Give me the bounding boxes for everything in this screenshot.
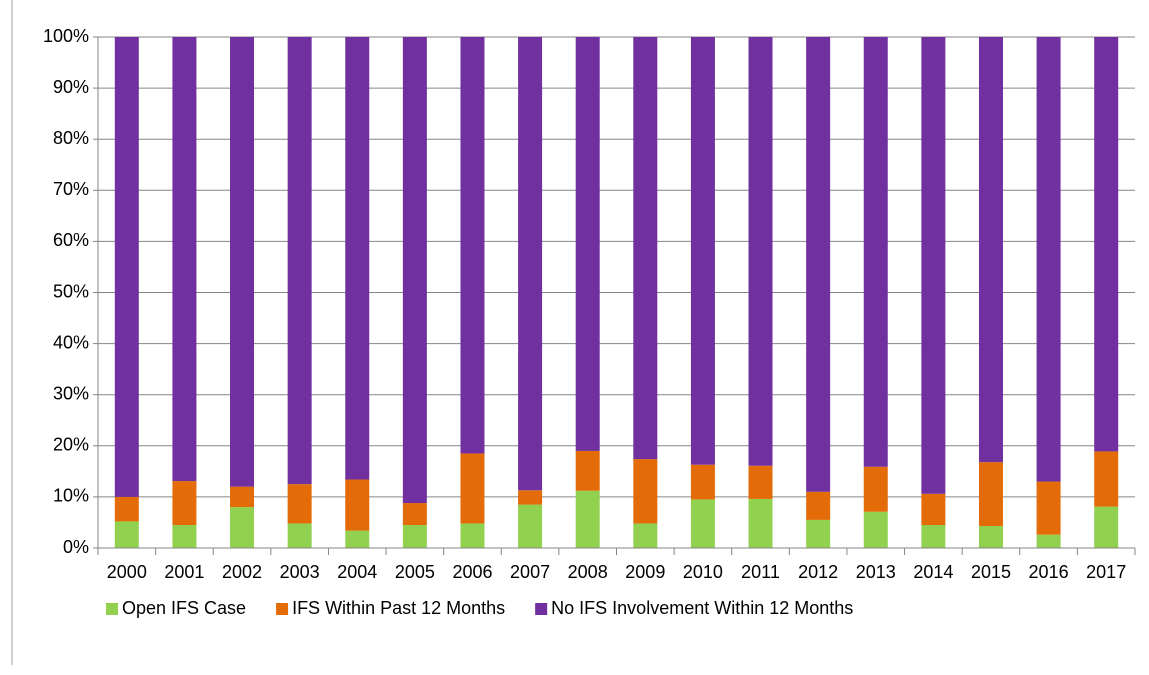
bar-segment bbox=[863, 37, 888, 467]
x-tick-label: 2006 bbox=[452, 562, 492, 582]
bar-segment bbox=[1036, 481, 1061, 535]
bar-segment bbox=[287, 523, 312, 548]
bar-segment bbox=[114, 496, 139, 522]
bar-segment bbox=[575, 37, 600, 451]
x-tick-label: 2003 bbox=[280, 562, 320, 582]
x-tick-label: 2014 bbox=[913, 562, 953, 582]
bar-segment bbox=[575, 450, 600, 491]
y-tick-label: 30% bbox=[53, 383, 89, 403]
x-tick-label: 2017 bbox=[1086, 562, 1126, 582]
bar-segment bbox=[690, 499, 715, 548]
y-tick-label: 60% bbox=[53, 230, 89, 250]
bar-segment bbox=[806, 491, 831, 520]
bar-segment bbox=[402, 525, 427, 548]
bar-segment bbox=[690, 37, 715, 465]
bar-segment bbox=[460, 37, 485, 454]
y-tick-label: 90% bbox=[53, 77, 89, 97]
y-tick-label: 10% bbox=[53, 486, 89, 506]
bar-segment bbox=[978, 37, 1003, 463]
x-tick-label: 2008 bbox=[568, 562, 608, 582]
x-tick-label: 2004 bbox=[337, 562, 377, 582]
y-tick-label: 80% bbox=[53, 128, 89, 148]
bar-segment bbox=[287, 37, 312, 485]
bar-segment bbox=[575, 490, 600, 548]
bar-segment bbox=[230, 37, 255, 487]
x-tick-label: 2007 bbox=[510, 562, 550, 582]
y-tick-label: 70% bbox=[53, 179, 89, 199]
bar-segment bbox=[172, 37, 197, 482]
bar-segment bbox=[345, 479, 370, 531]
bar-segment bbox=[230, 486, 255, 508]
x-tick-label: 2009 bbox=[625, 562, 665, 582]
bar-segment bbox=[402, 503, 427, 526]
bar-segment bbox=[345, 530, 370, 548]
y-tick-label: 0% bbox=[63, 537, 89, 557]
x-tick-label: 2015 bbox=[971, 562, 1011, 582]
legend-label: Open IFS Case bbox=[122, 598, 246, 618]
x-tick-label: 2000 bbox=[107, 562, 147, 582]
bar-segment bbox=[287, 484, 312, 524]
y-tick-label: 20% bbox=[53, 435, 89, 455]
bar-segment bbox=[460, 453, 485, 524]
bar-segment bbox=[345, 37, 370, 480]
bar-segment bbox=[518, 37, 543, 491]
x-tick-label: 2002 bbox=[222, 562, 262, 582]
bar-segment bbox=[806, 37, 831, 492]
bar-segment bbox=[1036, 37, 1061, 482]
bar-segment bbox=[460, 523, 485, 548]
y-tick-label: 50% bbox=[53, 281, 89, 301]
bar-segment bbox=[690, 464, 715, 500]
bar-segment bbox=[1094, 451, 1119, 507]
legend-swatch bbox=[106, 603, 118, 615]
bar-segment bbox=[633, 523, 658, 548]
bar-segment bbox=[921, 37, 946, 494]
bar-segment bbox=[806, 519, 831, 548]
x-tick-label: 2012 bbox=[798, 562, 838, 582]
legend-swatch bbox=[276, 603, 289, 615]
x-tick-label: 2016 bbox=[1029, 562, 1069, 582]
bar-segment bbox=[518, 490, 543, 505]
x-tick-label: 2013 bbox=[856, 562, 896, 582]
legend-label: No IFS Involvement Within 12 Months bbox=[551, 598, 853, 618]
bar-segment bbox=[230, 507, 255, 548]
bar-segment bbox=[748, 498, 773, 548]
bar-segment bbox=[172, 525, 197, 548]
legend-label: IFS Within Past 12 Months bbox=[292, 598, 505, 618]
bar-segment bbox=[748, 37, 773, 466]
bar-segment bbox=[1036, 534, 1061, 548]
bar-segment bbox=[1094, 37, 1119, 452]
x-tick-label: 2010 bbox=[683, 562, 723, 582]
bar-segment bbox=[921, 525, 946, 548]
bar-segment bbox=[921, 493, 946, 526]
bar-segment bbox=[633, 37, 658, 460]
bar-segment bbox=[978, 462, 1003, 527]
bar-segment bbox=[633, 459, 658, 524]
x-tick-label: 2011 bbox=[741, 562, 780, 582]
bar-segment bbox=[172, 481, 197, 526]
y-tick-label: 40% bbox=[53, 332, 89, 352]
x-tick-label: 2005 bbox=[395, 562, 435, 582]
bar-segment bbox=[1094, 506, 1119, 548]
bar-segment bbox=[863, 511, 888, 548]
legend-swatch bbox=[535, 603, 548, 615]
y-tick-label: 100% bbox=[43, 26, 89, 46]
bar-segment bbox=[114, 37, 139, 497]
x-tick-label: 2001 bbox=[164, 562, 204, 582]
bar-segment bbox=[863, 466, 888, 512]
bar-segment bbox=[518, 504, 543, 548]
bar-segment bbox=[114, 521, 139, 548]
bar-segment bbox=[402, 37, 427, 504]
bar-segment bbox=[978, 526, 1003, 548]
bar-segment bbox=[748, 465, 773, 499]
